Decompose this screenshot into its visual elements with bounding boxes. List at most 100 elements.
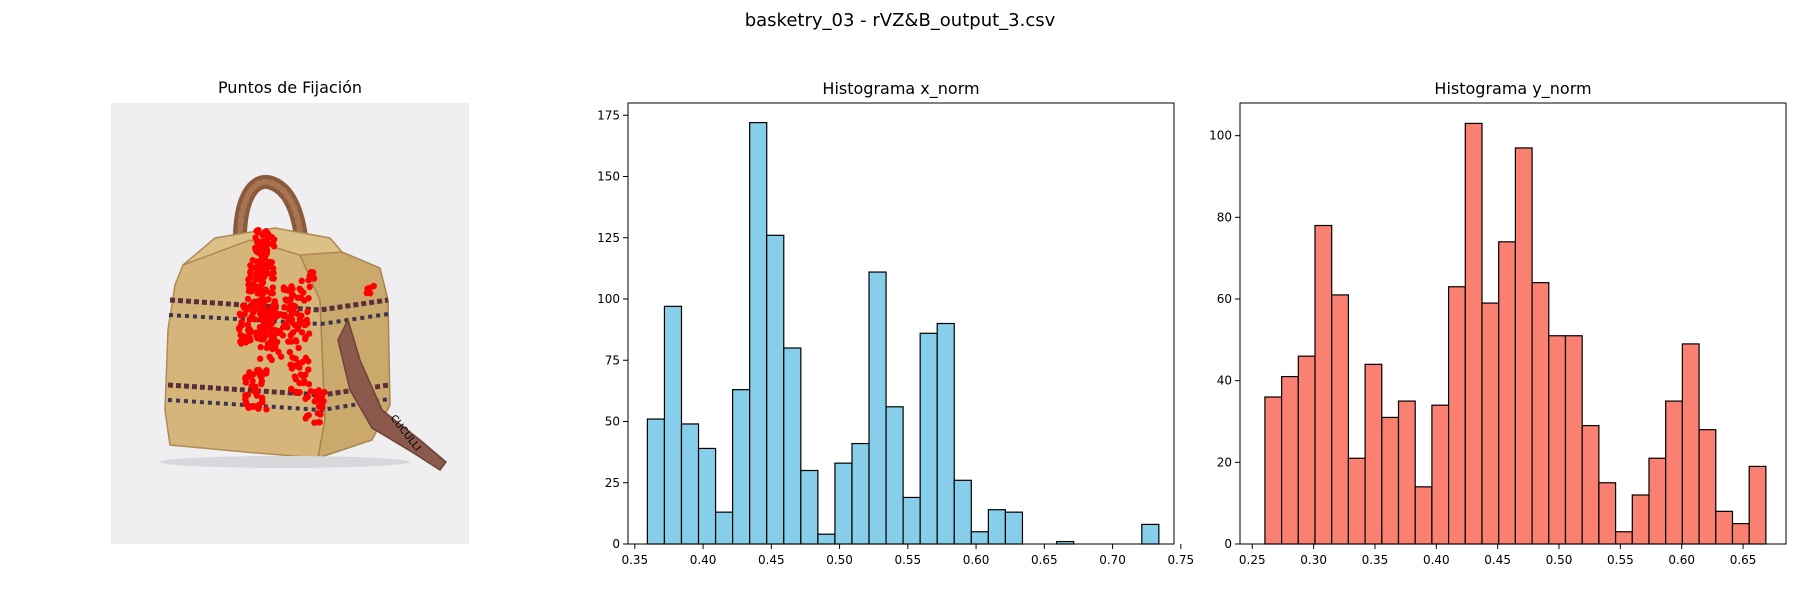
histogram-bar <box>1141 523 1160 545</box>
histogram-bar <box>868 271 887 545</box>
histogram-bar <box>1431 404 1450 545</box>
fixation-point <box>277 353 285 360</box>
basket-strap <box>337 317 448 472</box>
fixation-point <box>269 284 277 291</box>
y-tick-label: 40 <box>1217 374 1232 388</box>
fixation-point <box>280 284 288 291</box>
fixation-point <box>306 283 313 291</box>
histogram-bar <box>1498 241 1516 545</box>
histogram-bar <box>987 509 1007 545</box>
chart-x-bars <box>646 121 1160 545</box>
fixation-point <box>300 379 307 387</box>
fixation-point <box>306 272 313 280</box>
fixation-point <box>257 343 264 351</box>
fixation-point <box>259 369 267 376</box>
fixation-point <box>272 302 279 309</box>
histogram-bar <box>885 406 904 545</box>
x-tick-label: 0.70 <box>1099 553 1126 567</box>
fixation-point <box>295 360 303 367</box>
fixation-point <box>253 366 261 374</box>
histogram-bar <box>800 469 819 545</box>
chart-x-frame <box>627 102 1175 545</box>
basket-handle-stitch <box>236 178 305 253</box>
fixation-point <box>272 313 280 321</box>
fixation-point <box>238 338 246 345</box>
fixation-point <box>252 234 259 241</box>
histogram-bar <box>749 121 768 545</box>
x-tick-label: 0.25 <box>1239 553 1266 567</box>
fixation-point <box>318 398 325 406</box>
histogram-x-norm: Histograma x_norm 0.35 0.40 0.45 0.50 0.55 0.… <box>597 79 1194 567</box>
histogram-bar <box>766 234 785 545</box>
fixation-point <box>287 361 294 368</box>
fixation-point <box>248 282 255 290</box>
chart-x-axes: 0.35 0.40 0.45 0.50 0.55 0.60 0.65 0.70 0.75 0 25 5… <box>597 108 1194 567</box>
y-tick-label: 75 <box>605 353 620 367</box>
figure-title: basketry_03 - rVZ&B_output_3.csv <box>745 10 1056 31</box>
histogram-bar <box>919 332 938 545</box>
fixation-point <box>270 334 278 342</box>
y-tick-label: 175 <box>597 108 620 122</box>
fixation-point <box>246 404 253 411</box>
x-tick-label: 0.75 <box>1167 553 1194 567</box>
y-tick-label: 100 <box>1209 129 1232 143</box>
fixation-point <box>304 393 312 401</box>
fixation-point <box>305 358 312 365</box>
fixation-point <box>298 329 306 336</box>
fixation-point <box>275 348 282 356</box>
fixation-point <box>256 241 263 249</box>
histogram-bar <box>1381 416 1400 545</box>
histogram-bar <box>1314 224 1333 545</box>
fixation-point <box>261 268 268 275</box>
fixation-point <box>300 373 307 380</box>
x-tick-label: 0.45 <box>758 553 785 567</box>
fixation-point <box>244 295 252 303</box>
fixation-point <box>241 310 248 318</box>
fixation-point <box>279 332 287 339</box>
histogram-bar <box>1414 486 1433 545</box>
fixation-point <box>304 320 311 327</box>
fixation-point <box>268 356 275 364</box>
fixation-point <box>296 389 303 396</box>
fixation-point <box>251 298 258 305</box>
fixation-point <box>257 298 264 305</box>
fixation-point <box>258 394 266 401</box>
fixation-point <box>317 411 324 418</box>
fixation-point <box>295 344 302 352</box>
y-tick-label: 0 <box>612 537 620 551</box>
histogram-bar <box>1331 294 1350 545</box>
histogram-bar <box>834 462 853 545</box>
histogram-bar <box>1564 335 1583 545</box>
y-tick-label: 50 <box>605 415 620 429</box>
histogram-bar <box>1614 531 1633 545</box>
fixation-point <box>254 290 261 297</box>
fixation-point <box>265 330 273 338</box>
histogram-bar <box>680 423 700 545</box>
fixation-point <box>310 388 318 396</box>
histogram-bar <box>714 511 734 545</box>
fixation-point <box>296 285 303 292</box>
basket-stripe <box>169 297 389 313</box>
histogram-bar <box>646 418 666 545</box>
histogram-bar <box>1281 375 1299 545</box>
y-tick-label: 100 <box>597 292 620 306</box>
histogram-bar <box>1648 457 1667 545</box>
histogram-bar <box>1264 396 1283 545</box>
y-tick-label: 0 <box>1224 537 1232 551</box>
fixation-point <box>267 289 274 297</box>
fixation-point <box>257 330 265 338</box>
image-panel: Puntos de Fijación CUCULLI <box>111 78 469 544</box>
histogram-bar <box>1447 286 1466 545</box>
fixation-point <box>252 383 259 390</box>
fixation-point <box>258 380 265 388</box>
basket-shadow <box>160 456 410 468</box>
histogram-bar <box>953 479 972 545</box>
fixation-point <box>289 329 297 336</box>
histogram-bar <box>902 496 921 545</box>
fixation-point <box>370 282 377 290</box>
fixation-point <box>292 355 299 362</box>
fixation-point <box>267 305 275 313</box>
fixation-point <box>294 294 301 301</box>
fixation-point <box>248 313 255 320</box>
histogram-bar <box>1347 457 1366 545</box>
